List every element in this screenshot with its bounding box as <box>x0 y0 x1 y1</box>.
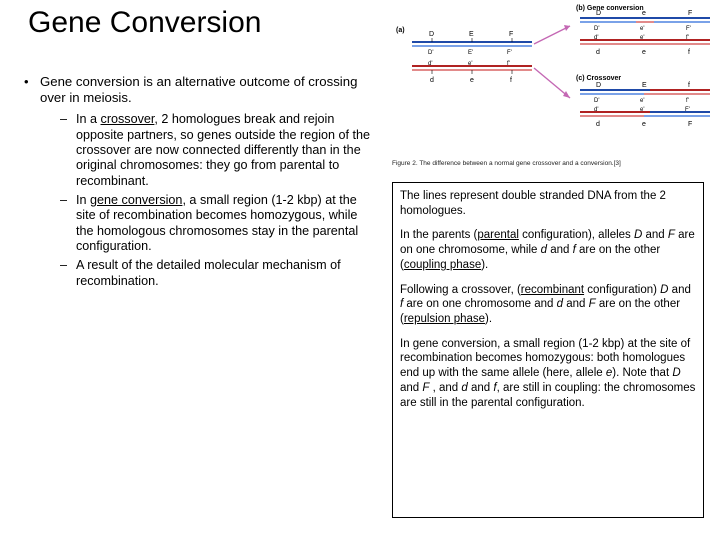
subbullet-geneconversion: In gene conversion, a small region (1-2 … <box>58 193 374 254</box>
svg-text:e': e' <box>640 35 644 41</box>
subbullet-crossover: In a crossover, 2 homologues break and r… <box>58 112 374 189</box>
svg-text:f: f <box>510 77 512 84</box>
svg-text:F': F' <box>685 107 690 113</box>
right-text-box: The lines represent double stranded DNA … <box>392 182 704 518</box>
rb-p3: Following a crossover, (recombinant conf… <box>400 283 696 327</box>
svg-text:f: f <box>688 82 690 89</box>
svg-text:e': e' <box>640 26 644 32</box>
panel-b-alleles: De F D' e' F' d' e' f' d e f <box>594 10 692 56</box>
panel-a-alleles: D E F d e f D' E' F' d' e' f' <box>428 31 513 84</box>
svg-text:D': D' <box>594 26 599 32</box>
svg-text:d': d' <box>594 107 598 113</box>
bullet-intro: Gene conversion is an alternative outcom… <box>22 74 374 289</box>
rb-p1: The lines represent double stranded DNA … <box>400 189 696 218</box>
svg-text:e': e' <box>468 61 472 67</box>
svg-text:d': d' <box>428 61 432 67</box>
svg-text:F: F <box>688 121 692 128</box>
svg-text:e: e <box>642 10 646 17</box>
svg-text:E: E <box>642 82 647 89</box>
left-column: Gene conversion is an alternative outcom… <box>22 74 374 295</box>
intro-text: Gene conversion is an alternative outcom… <box>40 74 357 105</box>
svg-text:E': E' <box>468 50 473 56</box>
rb-p4: In gene conversion, a small region (1-2 … <box>400 337 696 411</box>
svg-text:f': f' <box>686 35 689 41</box>
svg-text:D: D <box>596 82 601 89</box>
svg-text:D: D <box>596 10 601 17</box>
rb-p2: In the parents (parental configuration),… <box>400 228 696 272</box>
word-gene-conversion: gene conversion <box>90 193 182 207</box>
panel-c-label: (c) Crossover <box>576 75 621 82</box>
svg-text:F: F <box>688 10 692 17</box>
svg-text:d: d <box>596 121 600 128</box>
figure-diagram: (a) D E F d e f D' E' F' d' e' f' <box>392 2 714 160</box>
slide-title: Gene Conversion <box>28 6 261 40</box>
svg-text:e': e' <box>640 107 644 113</box>
svg-text:e: e <box>642 49 646 56</box>
word-crossover: crossover <box>101 112 155 126</box>
svg-text:d: d <box>430 77 434 84</box>
panel-a-label: (a) <box>396 27 405 34</box>
svg-text:e: e <box>470 77 474 84</box>
svg-text:D': D' <box>428 50 433 56</box>
panel-c-alleles: D Ef D' e' f' d' e' F' d e F <box>594 82 692 128</box>
panel-b-label: (b) Gene conversion <box>576 5 644 12</box>
svg-text:e': e' <box>640 98 644 104</box>
svg-text:D: D <box>429 31 434 38</box>
subbullet-mechanism: A result of the detailed molecular mecha… <box>58 258 374 289</box>
svg-text:d: d <box>596 49 600 56</box>
svg-text:F': F' <box>507 50 512 56</box>
homologue-svg: (a) D E F d e f D' E' F' d' e' f' <box>392 2 714 160</box>
figure-caption: Figure 2. The difference between a norma… <box>392 160 714 167</box>
svg-text:d': d' <box>594 35 598 41</box>
svg-text:E: E <box>469 31 474 38</box>
svg-text:F': F' <box>686 26 691 32</box>
svg-text:D': D' <box>594 98 599 104</box>
svg-text:F: F <box>509 31 513 38</box>
svg-text:f: f <box>688 49 690 56</box>
slide: Gene Conversion Gene conversion is an al… <box>0 0 720 540</box>
svg-text:f': f' <box>507 61 510 67</box>
svg-text:e: e <box>642 121 646 128</box>
svg-text:f': f' <box>686 98 689 104</box>
